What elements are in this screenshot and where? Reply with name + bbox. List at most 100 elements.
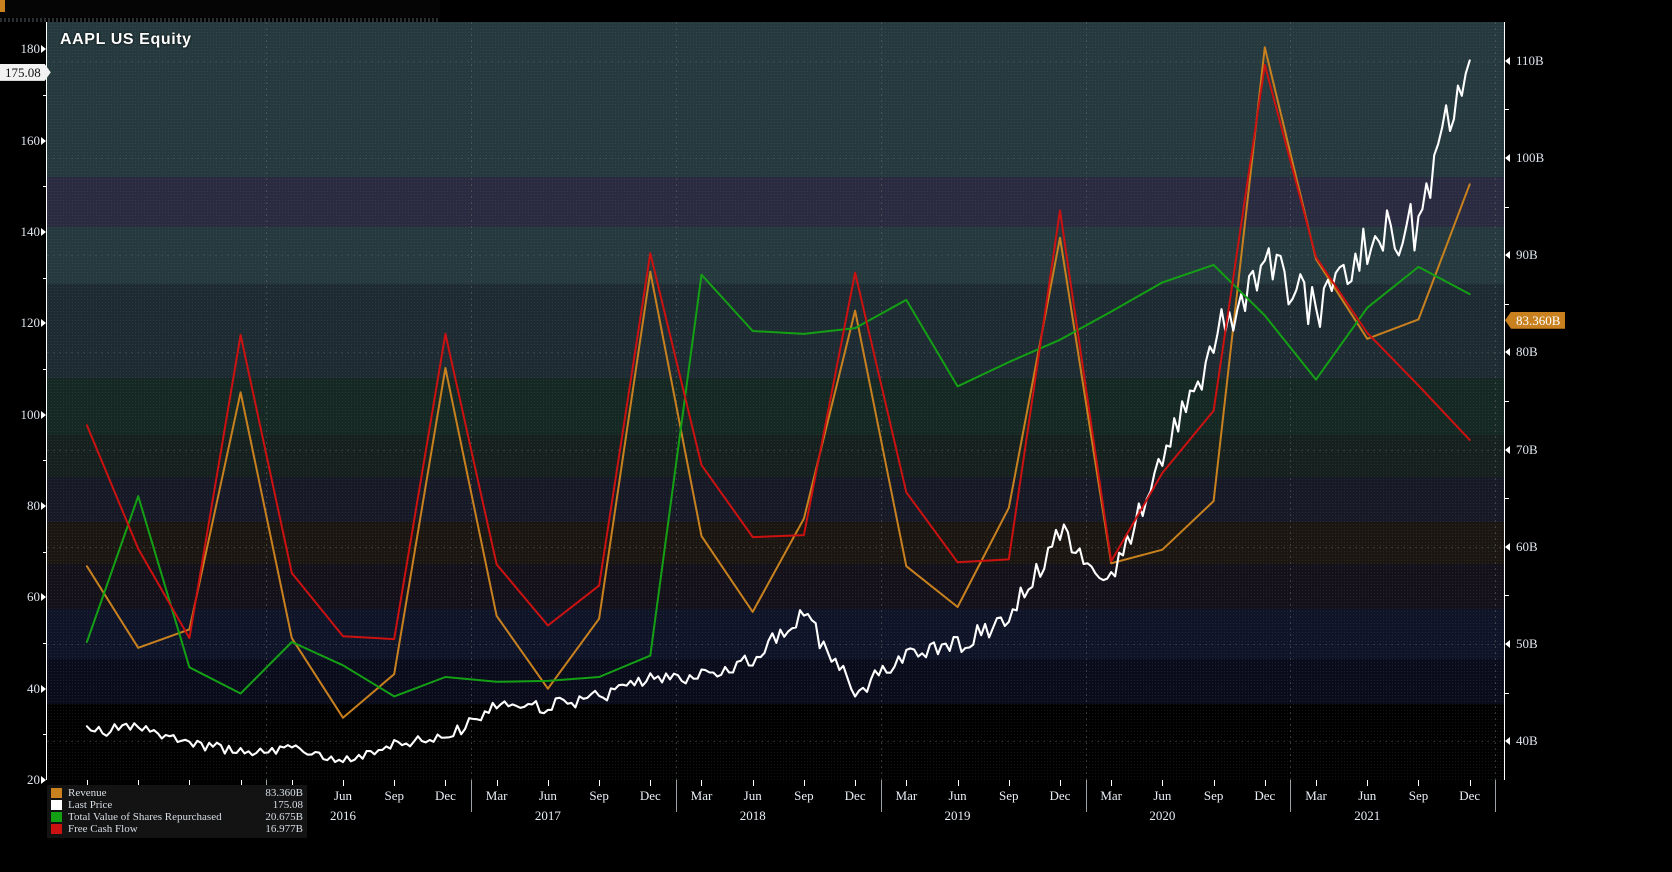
left-axis-tick-arrow — [41, 776, 46, 784]
window-chrome-strip — [0, 0, 440, 22]
left-axis-tick-arrow — [41, 410, 46, 419]
x-axis-tick — [1316, 780, 1318, 786]
right-axis-minor-tick — [1505, 109, 1509, 111]
right-axis-tick-label: 90B — [1516, 247, 1538, 263]
page-title: AAPL US Equity — [60, 31, 192, 48]
vertical-gridline — [675, 22, 677, 780]
series-line-last-price — [85, 59, 1471, 764]
x-axis-quarter-label: Sep — [794, 788, 814, 803]
vertical-gridline — [1495, 22, 1497, 780]
horizontal-gridline — [47, 158, 1504, 160]
x-axis-tick — [1264, 780, 1266, 786]
horizontal-gridline — [47, 643, 1504, 645]
x-axis-quarter-label: Dec — [1254, 788, 1276, 803]
legend-series-value: 175.08 — [272, 799, 303, 811]
x-axis-tick — [1367, 780, 1369, 786]
legend-color-swatch — [51, 788, 62, 798]
left-axis-tick-label: 20 — [27, 772, 40, 787]
x-axis-quarter-label: Jun — [333, 788, 353, 803]
right-axis-tick-label: 50B — [1516, 635, 1538, 651]
horizontal-gridline — [47, 449, 1504, 451]
x-axis-tick — [803, 780, 805, 786]
horizontal-gridline — [47, 352, 1504, 354]
background-band-4 — [47, 378, 1504, 436]
x-axis-quarter-label: Sep — [589, 788, 609, 803]
x-axis-year-separator — [1495, 780, 1497, 812]
left-axis-tick-arrow — [41, 136, 46, 145]
legend-color-swatch — [51, 824, 62, 834]
left-axis-tick-arrow — [41, 502, 46, 511]
x-axis-tick — [547, 780, 549, 786]
x-axis-tick — [855, 780, 857, 786]
right-axis-tick-arrow — [1505, 445, 1510, 454]
legend-color-swatch — [51, 800, 62, 810]
legend-series-name: Last Price — [68, 799, 113, 811]
background-band-2 — [47, 226, 1504, 284]
legend-item[interactable]: Total Value of Shares Repurchased 20.675B — [47, 811, 307, 823]
x-axis-tick — [1111, 780, 1113, 786]
right-axis-tick-arrow — [1505, 348, 1510, 357]
x-axis-tick — [496, 780, 498, 786]
left-axis-minor-tick — [43, 643, 47, 644]
right-axis-tick-arrow — [1505, 56, 1510, 65]
left-axis-minor-tick — [43, 734, 47, 736]
background-band-11 — [47, 704, 1504, 780]
x-axis-tick — [445, 780, 447, 786]
x-axis-year-label: 2021 — [1354, 808, 1381, 823]
background-band-7 — [47, 522, 1504, 564]
legend-series-value: 16.977B — [265, 823, 303, 835]
left-axis-tick-label: 100 — [20, 406, 41, 422]
right-axis-tick-arrow — [1505, 639, 1510, 648]
x-axis-tick — [240, 780, 242, 786]
x-axis-tick — [599, 780, 601, 786]
legend-color-swatch — [51, 812, 62, 822]
background-band-6 — [47, 476, 1504, 523]
background-band-3 — [47, 283, 1504, 379]
x-axis-year-separator — [471, 780, 473, 812]
legend-item[interactable]: Free Cash Flow 16.977B — [47, 823, 307, 835]
background-band-9 — [47, 609, 1504, 659]
x-axis-year-label: 2019 — [944, 808, 971, 823]
right-axis-minor-tick — [1505, 595, 1509, 597]
legend-item[interactable]: Revenue 83.360B — [47, 787, 307, 799]
chart-series-lines — [85, 46, 1471, 764]
x-axis-tick — [650, 780, 652, 786]
x-axis-tick — [1059, 780, 1061, 786]
x-axis-year-label: 2016 — [330, 808, 356, 823]
right-axis-minor-tick — [1505, 401, 1509, 402]
x-axis-tick — [701, 780, 703, 786]
x-axis-tick — [957, 780, 959, 786]
chart-plot-area[interactable] — [47, 22, 1504, 780]
x-axis-quarter-label: Dec — [1049, 788, 1071, 803]
legend-series-name: Total Value of Shares Repurchased — [68, 811, 222, 823]
left-axis-minor-tick — [43, 551, 47, 553]
x-axis-quarter-label: Mar — [485, 788, 508, 803]
x-axis-quarter-label: Sep — [1203, 788, 1224, 803]
right-axis-minor-tick — [1505, 206, 1509, 208]
horizontal-gridline — [47, 255, 1504, 257]
left-axis-tick-label: 120 — [20, 315, 41, 331]
chrome-edge-divider — [0, 18, 440, 22]
left-axis-minor-tick — [43, 369, 47, 371]
legend-series-value: 83.360B — [265, 787, 303, 799]
left-axis-minor-tick — [43, 186, 47, 188]
revenue-value-flag: 83.360B — [1505, 311, 1566, 329]
right-axis-tick-label: 40B — [1516, 733, 1538, 749]
left-axis-minor-tick — [43, 460, 47, 462]
right-axis-tick-arrow — [1505, 251, 1510, 260]
x-axis-tick — [1008, 780, 1010, 786]
background-band-1 — [47, 177, 1504, 227]
right-axis-tick-arrow — [1505, 542, 1510, 551]
right-axis-tick-label: 100B — [1516, 150, 1545, 166]
legend-item[interactable]: Last Price 175.08 — [47, 799, 307, 811]
x-axis-quarter-label: Mar — [1100, 788, 1123, 803]
x-axis-year-label: 2017 — [534, 808, 561, 823]
left-axis-minor-tick — [43, 277, 47, 279]
x-axis-quarter-label: Sep — [384, 788, 404, 803]
x-axis-quarter-label: Dec — [1459, 788, 1481, 803]
x-axis-year-separator — [1290, 780, 1292, 812]
x-axis-tick — [1162, 780, 1164, 786]
horizontal-gridline — [47, 741, 1504, 743]
left-axis-tick-label: 80 — [27, 498, 40, 514]
